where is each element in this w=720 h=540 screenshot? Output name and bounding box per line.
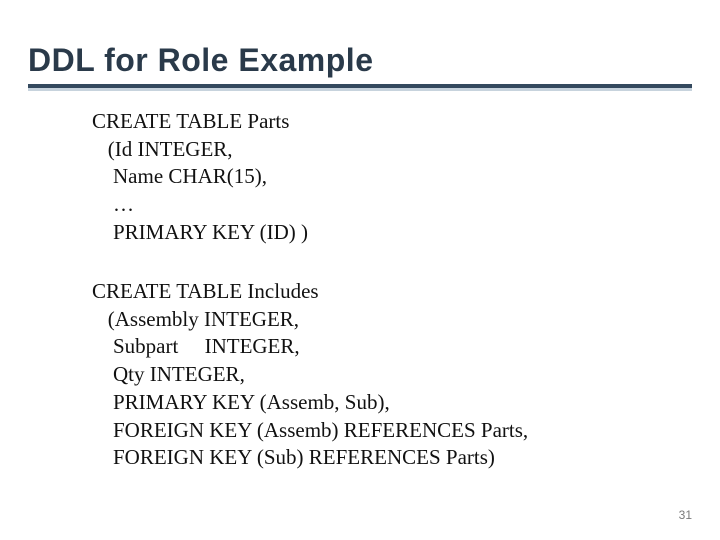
sql-block-parts: CREATE TABLE Parts (Id INTEGER, Name CHA… [92, 108, 308, 247]
code-line: FOREIGN KEY (Sub) REFERENCES Parts) [92, 445, 495, 469]
underline-light-bar [28, 88, 692, 91]
title-underline [28, 84, 692, 94]
code-line: CREATE TABLE Includes [92, 279, 319, 303]
code-line: Subpart INTEGER, [92, 334, 300, 358]
code-line: Qty INTEGER, [92, 362, 245, 386]
slide-title: DDL for Role Example [28, 42, 373, 79]
slide: DDL for Role Example CREATE TABLE Parts … [0, 0, 720, 540]
code-line: (Id INTEGER, [92, 137, 233, 161]
code-line: (Assembly INTEGER, [92, 307, 299, 331]
code-line: … [92, 192, 134, 216]
page-number: 31 [679, 508, 692, 522]
code-line: PRIMARY KEY (Assemb, Sub), [92, 390, 390, 414]
code-line: FOREIGN KEY (Assemb) REFERENCES Parts, [92, 418, 528, 442]
code-line: CREATE TABLE Parts [92, 109, 289, 133]
sql-block-includes: CREATE TABLE Includes (Assembly INTEGER,… [92, 278, 528, 472]
code-line: Name CHAR(15), [92, 164, 267, 188]
code-line: PRIMARY KEY (ID) ) [92, 220, 308, 244]
